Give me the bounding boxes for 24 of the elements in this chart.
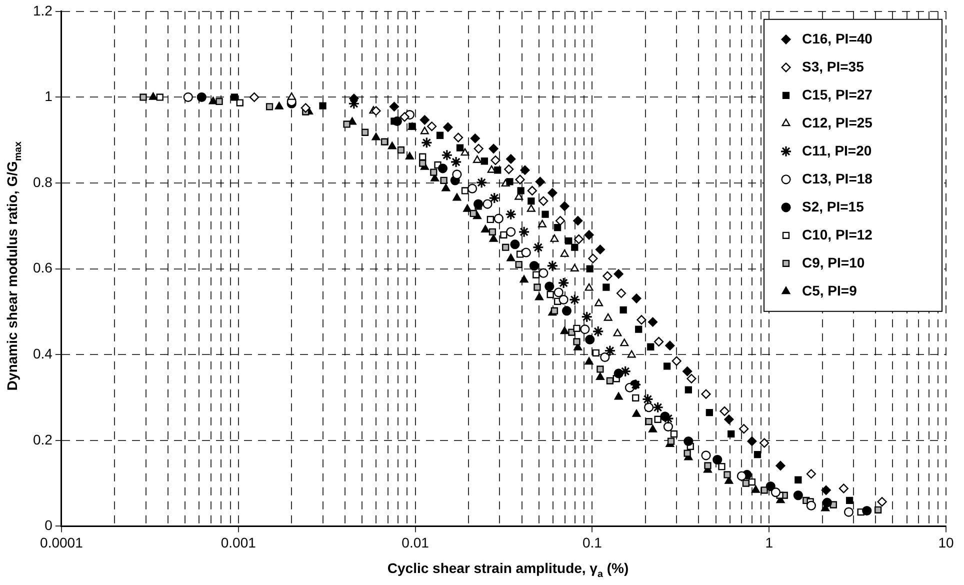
y-tick-label: 0.6 <box>32 260 53 276</box>
x-tick-label: 0.0001 <box>40 534 84 550</box>
legend-label: C12, PI=25 <box>802 114 873 130</box>
y-tick-label: 1.2 <box>32 2 53 18</box>
legend-label: C16, PI=40 <box>802 30 873 46</box>
legend-label: C11, PI=20 <box>802 142 872 158</box>
legend-label: C10, PI=12 <box>802 226 873 242</box>
x-tick-label: 0.1 <box>582 534 602 550</box>
legend-label: S3, PI=35 <box>802 58 864 74</box>
legend-label: C5, PI=9 <box>802 282 858 298</box>
x-tick-label: 0.01 <box>402 534 430 550</box>
y-tick-label: 0 <box>44 517 53 534</box>
legend-label: S2, PI=15 <box>802 198 864 214</box>
y-tick-label: 0.8 <box>32 174 53 190</box>
x-tick-label: 10 <box>938 534 954 550</box>
x-tick-label: 1 <box>765 534 774 550</box>
legend-label: C9, PI=10 <box>802 254 865 270</box>
y-tick-label: 0.4 <box>32 345 53 362</box>
y-tick-label: 1 <box>44 88 53 104</box>
legend-label: C13, PI=18 <box>802 170 873 186</box>
x-axis-title: Cyclic shear strain amplitude, γ$_{a}$ (%) <box>386 560 630 580</box>
x-tick-label: 0.001 <box>220 534 256 550</box>
y-tick-label: 0.2 <box>32 431 53 448</box>
legend-label: C15, PI=27 <box>802 86 873 102</box>
